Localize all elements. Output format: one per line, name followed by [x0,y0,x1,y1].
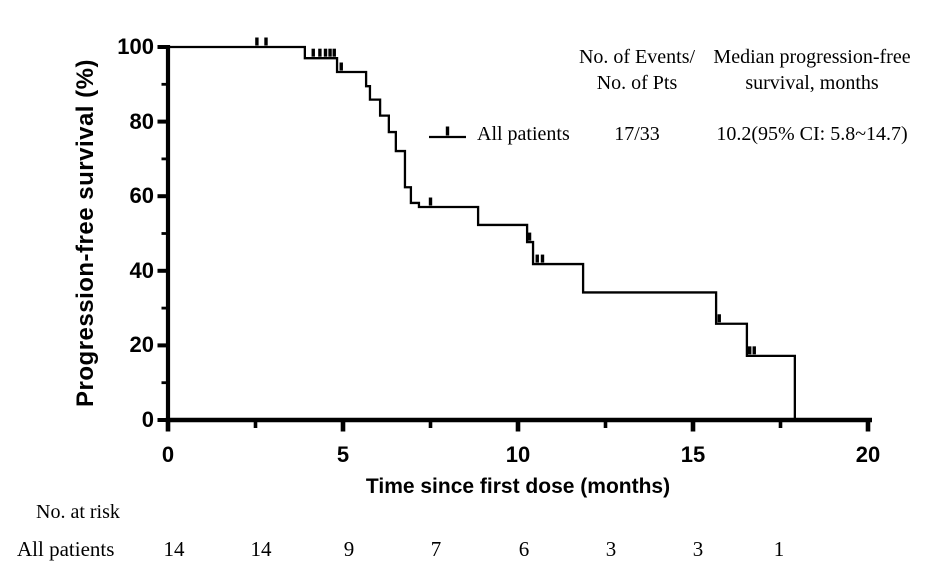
risk-table-title: No. at risk [36,501,120,523]
risk-count-t7-5: 7 [430,537,442,561]
median-header-line1: Median progression-free [713,46,911,68]
y-tick-label-80: 80 [129,109,154,134]
risk-count-t15: 3 [692,537,704,561]
risk-count-t0: 14 [163,537,185,561]
risk-count-t17-5: 1 [773,537,785,561]
km-curve [168,45,796,420]
legend-series-label: All patients [477,123,570,145]
events-column-header: No. of Events/ No. of Pts [527,44,747,96]
events-header-line1: No. of Events/ [578,46,696,68]
y-tick-label-0: 0 [141,407,154,432]
events-header-line2: No. of Pts [596,72,678,94]
y-tick-label-60: 60 [129,183,154,208]
median-header-line2: survival, months [745,72,879,94]
censor-ticks [255,37,756,355]
x-axis-title: Time since first dose (months) [365,475,671,498]
risk-count-t10: 6 [518,537,530,561]
y-axis-title: Progression-free survival (%) [72,59,99,407]
risk-count-t12-5: 3 [605,537,617,561]
risk-row-label: All patients [17,537,115,561]
risk-count-t2-5: 14 [250,537,272,561]
legend-marker [429,126,466,139]
y-tick-label-20: 20 [129,332,154,357]
events-value: 17/33 [614,123,660,145]
x-tick-label-5: 5 [336,442,350,467]
risk-count-t5: 9 [343,537,355,561]
median-column-header: Median progression-free survival, months [677,44,931,96]
x-tick-label-10: 10 [505,442,531,467]
axes [157,45,872,432]
y-tick-label-40: 40 [129,258,154,283]
x-tick-label-0: 0 [161,442,175,467]
x-tick-label-15: 15 [680,442,706,467]
y-tick-label-100: 100 [117,34,154,59]
x-tick-label-20: 20 [855,442,881,467]
median-survival-value: 10.2(95% CI: 5.8~14.7) [716,123,908,145]
